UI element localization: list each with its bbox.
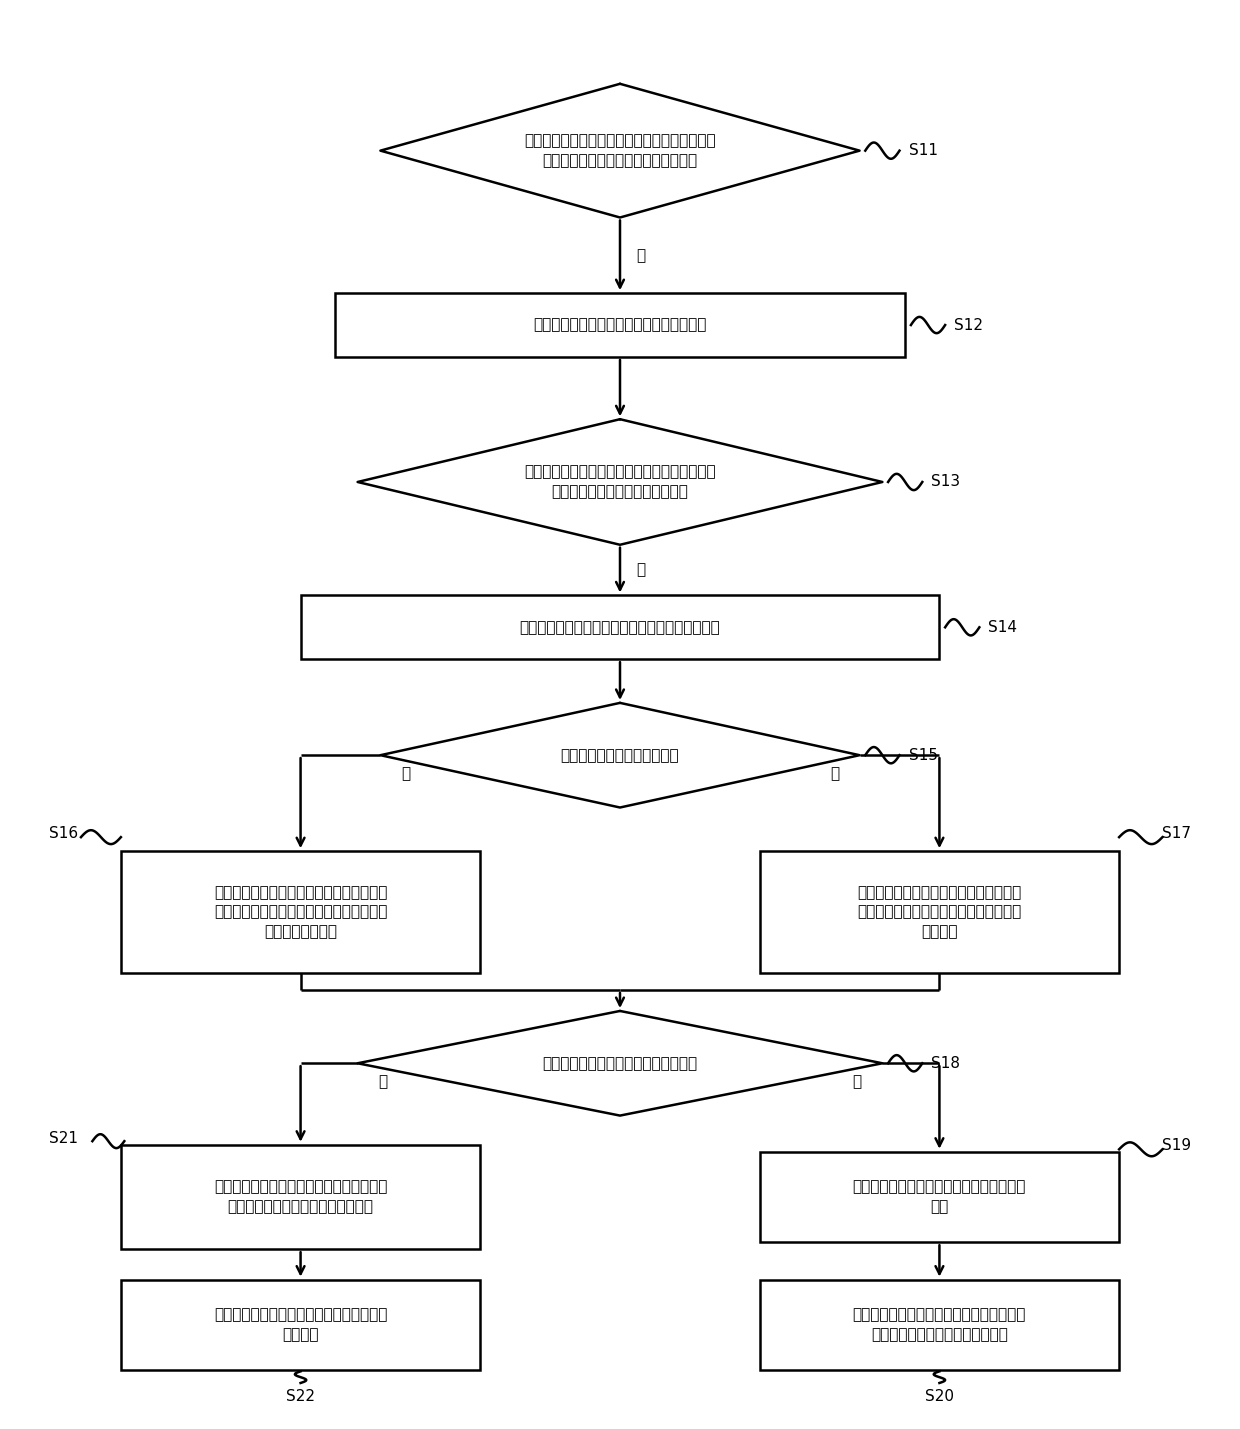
Text: 判断在预设时间内是否接收到纠正指令: 判断在预设时间内是否接收到纠正指令 [542, 1056, 698, 1070]
Bar [760, 852, 1118, 973]
Bar [122, 1145, 480, 1249]
Text: S17: S17 [1162, 826, 1190, 842]
Text: 是: 是 [853, 1075, 862, 1089]
Text: 当接收到任一应用程序中任一源对象发送的即时
消息时，判断当前是否处于预设模式下: 当接收到任一应用程序中任一源对象发送的即时 消息时，判断当前是否处于预设模式下 [525, 133, 715, 169]
Text: S13: S13 [931, 474, 961, 490]
Text: 从所述消息库当中提取与所述预存接收消息
对应的预存回复消息，并在所述应用程序中
回复给所述源对象: 从所述消息库当中提取与所述预存接收消息 对应的预存回复消息，并在所述应用程序中 … [213, 885, 387, 939]
Text: S22: S22 [286, 1389, 315, 1405]
Bar [335, 293, 905, 357]
Text: 在所述应用程序中将所述编辑消息回复给所
述源对象: 在所述应用程序中将所述编辑消息回复给所 述源对象 [213, 1308, 387, 1342]
Text: 发出自动回复提示，以提示用户是否选择自动回复: 发出自动回复提示，以提示用户是否选择自动回复 [520, 620, 720, 634]
Text: 判断消息库当中是否存储有与所述即时消息的匹
配率高于第一阈值的预存接收消息: 判断消息库当中是否存储有与所述即时消息的匹 配率高于第一阈值的预存接收消息 [525, 464, 715, 499]
Text: S11: S11 [909, 143, 937, 159]
Bar [300, 596, 940, 659]
Text: 是: 是 [636, 563, 645, 577]
Text: S16: S16 [50, 826, 78, 842]
Text: S15: S15 [909, 747, 937, 763]
Text: 在所述编辑消息当中，将当前处于所述替换
位置上的错别字纠正为所述替换字: 在所述编辑消息当中，将当前处于所述替换 位置上的错别字纠正为所述替换字 [853, 1308, 1027, 1342]
Bar [760, 1152, 1118, 1242]
Text: S21: S21 [50, 1132, 78, 1146]
Text: 是: 是 [636, 247, 645, 263]
Text: 将所述即时消息以语音播报的方式进行播报: 将所述即时消息以语音播报的方式进行播报 [533, 317, 707, 333]
Text: 获取用户在所述触控屏幕上手写产生的替换
信息: 获取用户在所述触控屏幕上手写产生的替换 信息 [853, 1179, 1027, 1215]
Text: 否: 否 [830, 766, 839, 782]
Bar [760, 1279, 1118, 1370]
Text: S14: S14 [988, 620, 1018, 634]
Text: 在所述编辑消息当中添加一批注信息，所述
批注信息当中包含预设的解释性词句: 在所述编辑消息当中添加一批注信息，所述 批注信息当中包含预设的解释性词句 [213, 1179, 387, 1215]
Bar [122, 852, 480, 973]
Text: 否: 否 [378, 1075, 387, 1089]
Text: S18: S18 [931, 1056, 961, 1070]
Bar [122, 1279, 480, 1370]
Text: S12: S12 [955, 317, 983, 333]
Text: 获取用户在触控屏幕上手写产生的编辑消
息，并将所述编辑消息以语音播报的方式
进行播报: 获取用户在触控屏幕上手写产生的编辑消 息，并将所述编辑消息以语音播报的方式 进行… [857, 885, 1022, 939]
Text: 是: 是 [401, 766, 410, 782]
Text: S19: S19 [1162, 1139, 1190, 1153]
Text: S20: S20 [925, 1389, 954, 1405]
Text: 判断用户是否选择了自动回复: 判断用户是否选择了自动回复 [560, 747, 680, 763]
